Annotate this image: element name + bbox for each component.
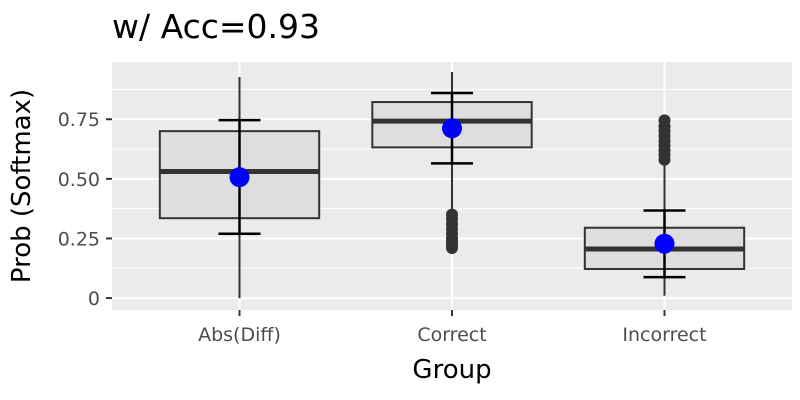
chart-title: w/ Acc=0.93	[112, 7, 320, 46]
mean-point	[442, 118, 462, 139]
boxes	[158, 72, 746, 299]
x-tick-label: Abs(Diff)	[198, 324, 281, 346]
y-tick-label: 0.25	[58, 228, 100, 250]
axes: 0 0.25 0.50 0.75 Abs(Diff) Correct Incorrect	[58, 109, 707, 346]
y-tick-label: 0.50	[58, 169, 100, 191]
outlier-point	[658, 114, 671, 127]
x-tick-label: Incorrect	[622, 324, 706, 346]
y-tick-label: 0	[88, 288, 100, 310]
y-tick-label: 0.75	[58, 109, 100, 131]
x-axis-label: Group	[412, 355, 491, 385]
mean-point	[654, 233, 675, 254]
mean-point	[229, 167, 250, 188]
y-axis-label: Prob (Softmax)	[7, 89, 37, 283]
x-tick-label: Correct	[417, 324, 486, 346]
outlier-point	[446, 208, 458, 221]
